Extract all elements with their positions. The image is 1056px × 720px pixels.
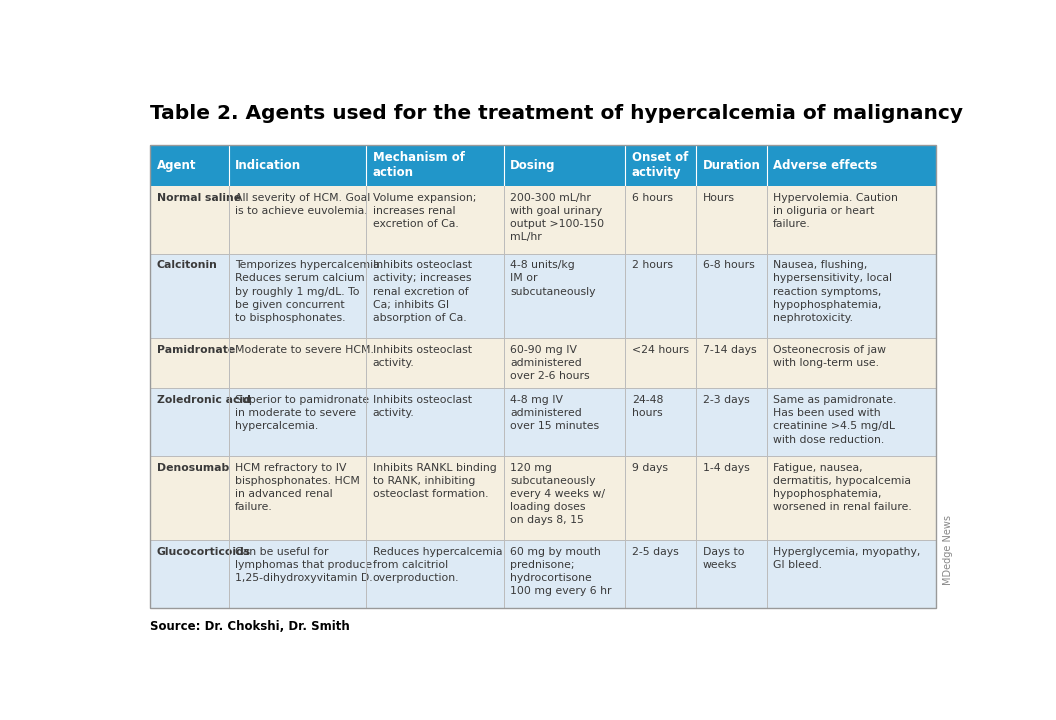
Text: 7-14 days: 7-14 days [702, 345, 756, 354]
Text: Hyperglycemia, myopathy,
GI bleed.: Hyperglycemia, myopathy, GI bleed. [773, 546, 921, 570]
Text: Inhibits osteoclast
activity; increases
renal excretion of
Ca; inhibits GI
absor: Inhibits osteoclast activity; increases … [373, 260, 472, 323]
Text: Fatigue, nausea,
dermatitis, hypocalcemia
hypophosphatemia,
worsened in renal fa: Fatigue, nausea, dermatitis, hypocalcemi… [773, 462, 912, 512]
Text: 1-4 days: 1-4 days [702, 462, 750, 472]
Text: Glucocorticoids: Glucocorticoids [156, 546, 250, 557]
Text: 24-48
hours: 24-48 hours [631, 395, 663, 418]
Text: Dosing: Dosing [510, 159, 555, 172]
Text: 4-8 mg IV
administered
over 15 minutes: 4-8 mg IV administered over 15 minutes [510, 395, 599, 431]
Bar [150, 145, 936, 608]
Text: Normal saline: Normal saline [156, 193, 241, 203]
Text: Calcitonin: Calcitonin [156, 260, 218, 270]
Text: Inhibits RANKL binding
to RANK, inhibiting
osteoclast formation.: Inhibits RANKL binding to RANK, inhibiti… [373, 462, 496, 499]
Text: Hypervolemia. Caution
in oliguria or heart
failure.: Hypervolemia. Caution in oliguria or hea… [773, 193, 899, 229]
Text: Can be useful for
lymphomas that produce
1,25-dihydroxyvitamin D.: Can be useful for lymphomas that produce… [235, 546, 373, 583]
Text: Nausea, flushing,
hypersensitivity, local
reaction symptoms,
hypophosphatemia,
n: Nausea, flushing, hypersensitivity, loca… [773, 260, 892, 323]
Bar [150, 338, 936, 388]
Text: Inhibits osteoclast
activity.: Inhibits osteoclast activity. [373, 345, 472, 368]
Text: <24 hours: <24 hours [631, 345, 689, 354]
Text: 9 days: 9 days [631, 462, 667, 472]
Text: 60 mg by mouth
prednisone;
hydrocortisone
100 mg every 6 hr: 60 mg by mouth prednisone; hydrocortison… [510, 546, 611, 596]
Text: HCM refractory to IV
bisphosphonates. HCM
in advanced renal
failure.: HCM refractory to IV bisphosphonates. HC… [235, 462, 360, 512]
Text: Inhibits osteoclast
activity.: Inhibits osteoclast activity. [373, 395, 472, 418]
Text: 2 hours: 2 hours [631, 260, 673, 270]
Text: 60-90 mg IV
administered
over 2-6 hours: 60-90 mg IV administered over 2-6 hours [510, 345, 589, 381]
Bar [150, 456, 936, 540]
Text: Temporizes hypercalcemia.
Reduces serum calcium
by roughly 1 mg/dL. To
be given : Temporizes hypercalcemia. Reduces serum … [235, 260, 383, 323]
Text: Same as pamidronate.
Has been used with
creatinine >4.5 mg/dL
with dose reductio: Same as pamidronate. Has been used with … [773, 395, 897, 445]
Text: Onset of
activity: Onset of activity [631, 151, 689, 179]
Bar [150, 186, 936, 253]
Text: MDedge News: MDedge News [943, 516, 954, 585]
Text: Volume expansion;
increases renal
excretion of Ca.: Volume expansion; increases renal excret… [373, 193, 476, 229]
Text: Osteonecrosis of jaw
with long-term use.: Osteonecrosis of jaw with long-term use. [773, 345, 886, 368]
Text: All severity of HCM. Goal
is to achieve euvolemia.: All severity of HCM. Goal is to achieve … [235, 193, 371, 216]
Text: 6 hours: 6 hours [631, 193, 673, 203]
Text: Indication: Indication [235, 159, 301, 172]
Text: 4-8 units/kg
IM or
subcutaneously: 4-8 units/kg IM or subcutaneously [510, 260, 596, 297]
Text: Adverse effects: Adverse effects [773, 159, 878, 172]
Text: 120 mg
subcutaneously
every 4 weeks w/
loading doses
on days 8, 15: 120 mg subcutaneously every 4 weeks w/ l… [510, 462, 605, 526]
Bar [150, 540, 936, 608]
Text: Pamidronate: Pamidronate [156, 345, 234, 354]
Text: Denosumab: Denosumab [156, 462, 229, 472]
Bar [150, 388, 936, 456]
Text: 6-8 hours: 6-8 hours [702, 260, 754, 270]
Bar [150, 253, 936, 338]
Text: Superior to pamidronate
in moderate to severe
hypercalcemia.: Superior to pamidronate in moderate to s… [235, 395, 370, 431]
Text: Days to
weeks: Days to weeks [702, 546, 744, 570]
Bar [150, 145, 936, 186]
Text: Agent: Agent [156, 159, 196, 172]
Text: Zoledronic acid: Zoledronic acid [156, 395, 250, 405]
Text: 2-3 days: 2-3 days [702, 395, 750, 405]
Text: Reduces hypercalcemia
from calcitriol
overproduction.: Reduces hypercalcemia from calcitriol ov… [373, 546, 502, 583]
Text: Moderate to severe HCM.: Moderate to severe HCM. [235, 345, 374, 354]
Text: Table 2. Agents used for the treatment of hypercalcemia of malignancy: Table 2. Agents used for the treatment o… [150, 104, 963, 123]
Text: 200-300 mL/hr
with goal urinary
output >100-150
mL/hr: 200-300 mL/hr with goal urinary output >… [510, 193, 604, 243]
Text: Source: Dr. Chokshi, Dr. Smith: Source: Dr. Chokshi, Dr. Smith [150, 620, 350, 633]
Text: 2-5 days: 2-5 days [631, 546, 679, 557]
Text: Mechanism of
action: Mechanism of action [373, 151, 465, 179]
Text: Hours: Hours [702, 193, 735, 203]
Text: Duration: Duration [702, 159, 760, 172]
